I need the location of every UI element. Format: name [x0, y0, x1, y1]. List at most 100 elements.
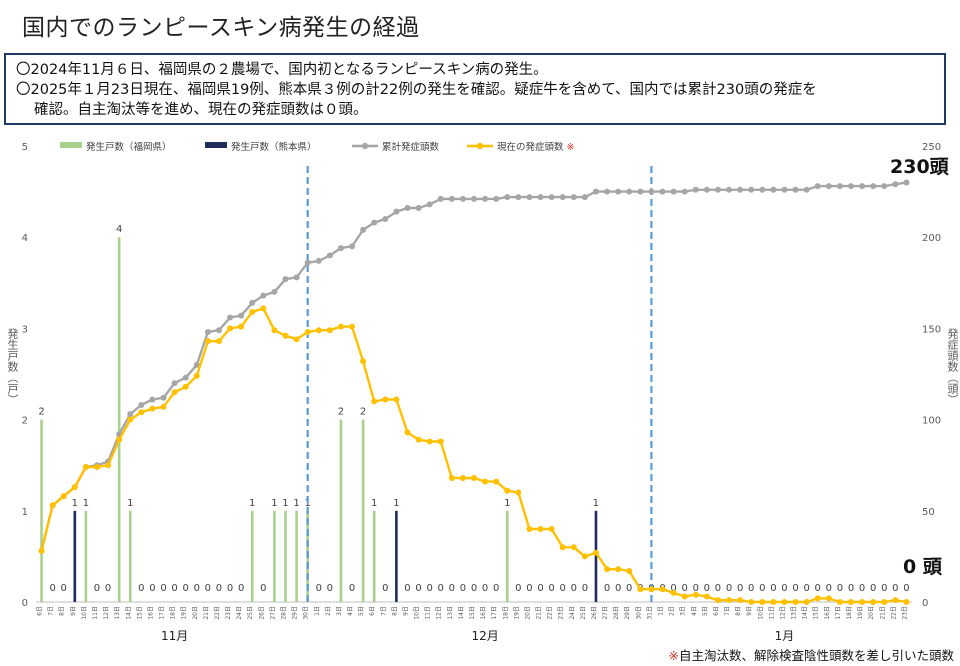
point-cumulative — [681, 188, 688, 195]
x-tick-label: 28日 — [280, 606, 287, 620]
zero-value-label: 0 — [626, 583, 632, 594]
y-right-tick-label: 250 — [922, 142, 941, 153]
point-cumulative — [227, 314, 234, 321]
zero-value-label: 0 — [604, 583, 610, 594]
zero-value-label: 0 — [837, 583, 843, 594]
x-tick-label: 3日 — [680, 606, 687, 616]
point-cumulative — [759, 186, 766, 193]
line-cumulative — [40, 181, 907, 552]
summary-line-2: 〇2025年１月23日現在、福岡県19例、熊本県３例の計22例の発生を確認。疑症… — [16, 82, 817, 98]
point-cumulative — [360, 226, 367, 233]
point-cumulative — [570, 194, 577, 201]
point-cumulative — [848, 183, 855, 190]
point-current — [459, 474, 466, 481]
point-cumulative — [193, 361, 200, 368]
point-cumulative — [825, 183, 832, 190]
x-tick-label: 20日 — [868, 606, 875, 620]
bar-fukuoka — [40, 419, 43, 602]
point-cumulative — [215, 327, 222, 334]
legend-label: 現在の発症頭数 ※ — [497, 141, 575, 153]
point-current — [615, 566, 622, 573]
y-right-tick-label: 150 — [922, 324, 941, 335]
zero-value-label: 0 — [171, 583, 177, 594]
point-cumulative — [559, 194, 566, 201]
point-current — [326, 327, 333, 334]
point-cumulative — [182, 374, 189, 381]
bar-kumamoto — [73, 510, 77, 602]
zero-value-label: 0 — [327, 583, 333, 594]
x-tick-label: 8日 — [391, 606, 398, 616]
x-tick-label: 3日 — [336, 606, 343, 616]
x-tick-label: 7日 — [380, 606, 387, 616]
x-tick-label: 8日 — [735, 606, 742, 616]
zero-value-label: 0 — [227, 583, 233, 594]
point-current — [437, 438, 444, 445]
x-tick-label: 17日 — [491, 606, 498, 620]
legend-swatch — [205, 142, 227, 148]
point-current — [703, 593, 710, 600]
point-cumulative — [337, 245, 344, 252]
x-tick-label: 19日 — [857, 606, 864, 620]
x-tick-label: 2日 — [669, 606, 676, 616]
point-cumulative — [448, 195, 455, 202]
zero-value-label: 0 — [548, 583, 554, 594]
point-current — [315, 327, 322, 334]
bar-value-label: 2 — [38, 407, 44, 418]
zero-value-label: 0 — [460, 583, 466, 594]
x-tick-label: 16日 — [147, 606, 154, 620]
bar-value-label: 1 — [282, 498, 288, 509]
y-left-tick-label: 0 — [22, 598, 28, 609]
x-tick-label: 26日 — [258, 606, 265, 620]
point-current — [881, 599, 888, 605]
point-cumulative — [504, 194, 511, 201]
point-current — [60, 493, 67, 500]
point-current — [471, 474, 477, 481]
x-tick-label: 14日 — [802, 606, 809, 620]
page-title: 国内でのランピースキン病発生の経過 — [22, 15, 420, 41]
bar-value-label: 1 — [393, 498, 399, 509]
y-right-tick-label: 0 — [922, 598, 928, 609]
x-tick-label: 6日 — [369, 606, 376, 616]
point-cumulative — [382, 215, 389, 222]
point-current — [360, 358, 367, 365]
zero-value-label: 0 — [238, 583, 244, 594]
zero-value-label: 0 — [582, 583, 588, 594]
point-cumulative — [171, 380, 178, 387]
bar-fukuoka — [250, 510, 254, 602]
zero-value-label: 0 — [892, 583, 898, 594]
bar-kumamoto — [395, 510, 398, 602]
zero-value-label: 0 — [404, 583, 410, 594]
bar-value-label: 1 — [72, 498, 78, 509]
x-tick-label: 4日 — [347, 606, 354, 616]
point-current — [659, 586, 666, 593]
point-current — [581, 553, 588, 560]
bar-value-label: 2 — [338, 407, 344, 418]
zero-value-label: 0 — [194, 583, 200, 594]
point-current — [93, 464, 100, 471]
point-current — [38, 547, 45, 554]
bar-fukuoka — [128, 510, 132, 602]
summary-line-3: 確認。自主淘汰等を進め、現在の発症頭数は０頭。 — [34, 102, 368, 118]
point-current — [559, 544, 566, 551]
point-current — [648, 586, 655, 593]
point-current — [304, 329, 311, 336]
point-current — [260, 305, 267, 312]
x-tick-label: 22日 — [547, 606, 554, 620]
zero-value-label: 0 — [881, 583, 887, 594]
point-cumulative — [471, 195, 477, 202]
bar-value-label: 1 — [83, 498, 89, 509]
x-tick-label: 23日 — [558, 606, 565, 620]
point-cumulative — [814, 183, 821, 190]
point-cumulative — [282, 276, 289, 283]
month-label: 1月 — [775, 629, 795, 643]
x-tick-label: 10日 — [414, 606, 421, 620]
x-tick-label: 2日 — [325, 606, 332, 616]
x-tick-label: 24日 — [569, 606, 576, 620]
x-tick-label: 4日 — [691, 606, 698, 616]
x-tick-label: 22日 — [214, 606, 221, 620]
bar-fukuoka — [361, 419, 365, 602]
x-tick-label: 10日 — [81, 606, 88, 620]
x-tick-label: 30日 — [635, 606, 642, 620]
zero-value-label: 0 — [571, 583, 577, 594]
